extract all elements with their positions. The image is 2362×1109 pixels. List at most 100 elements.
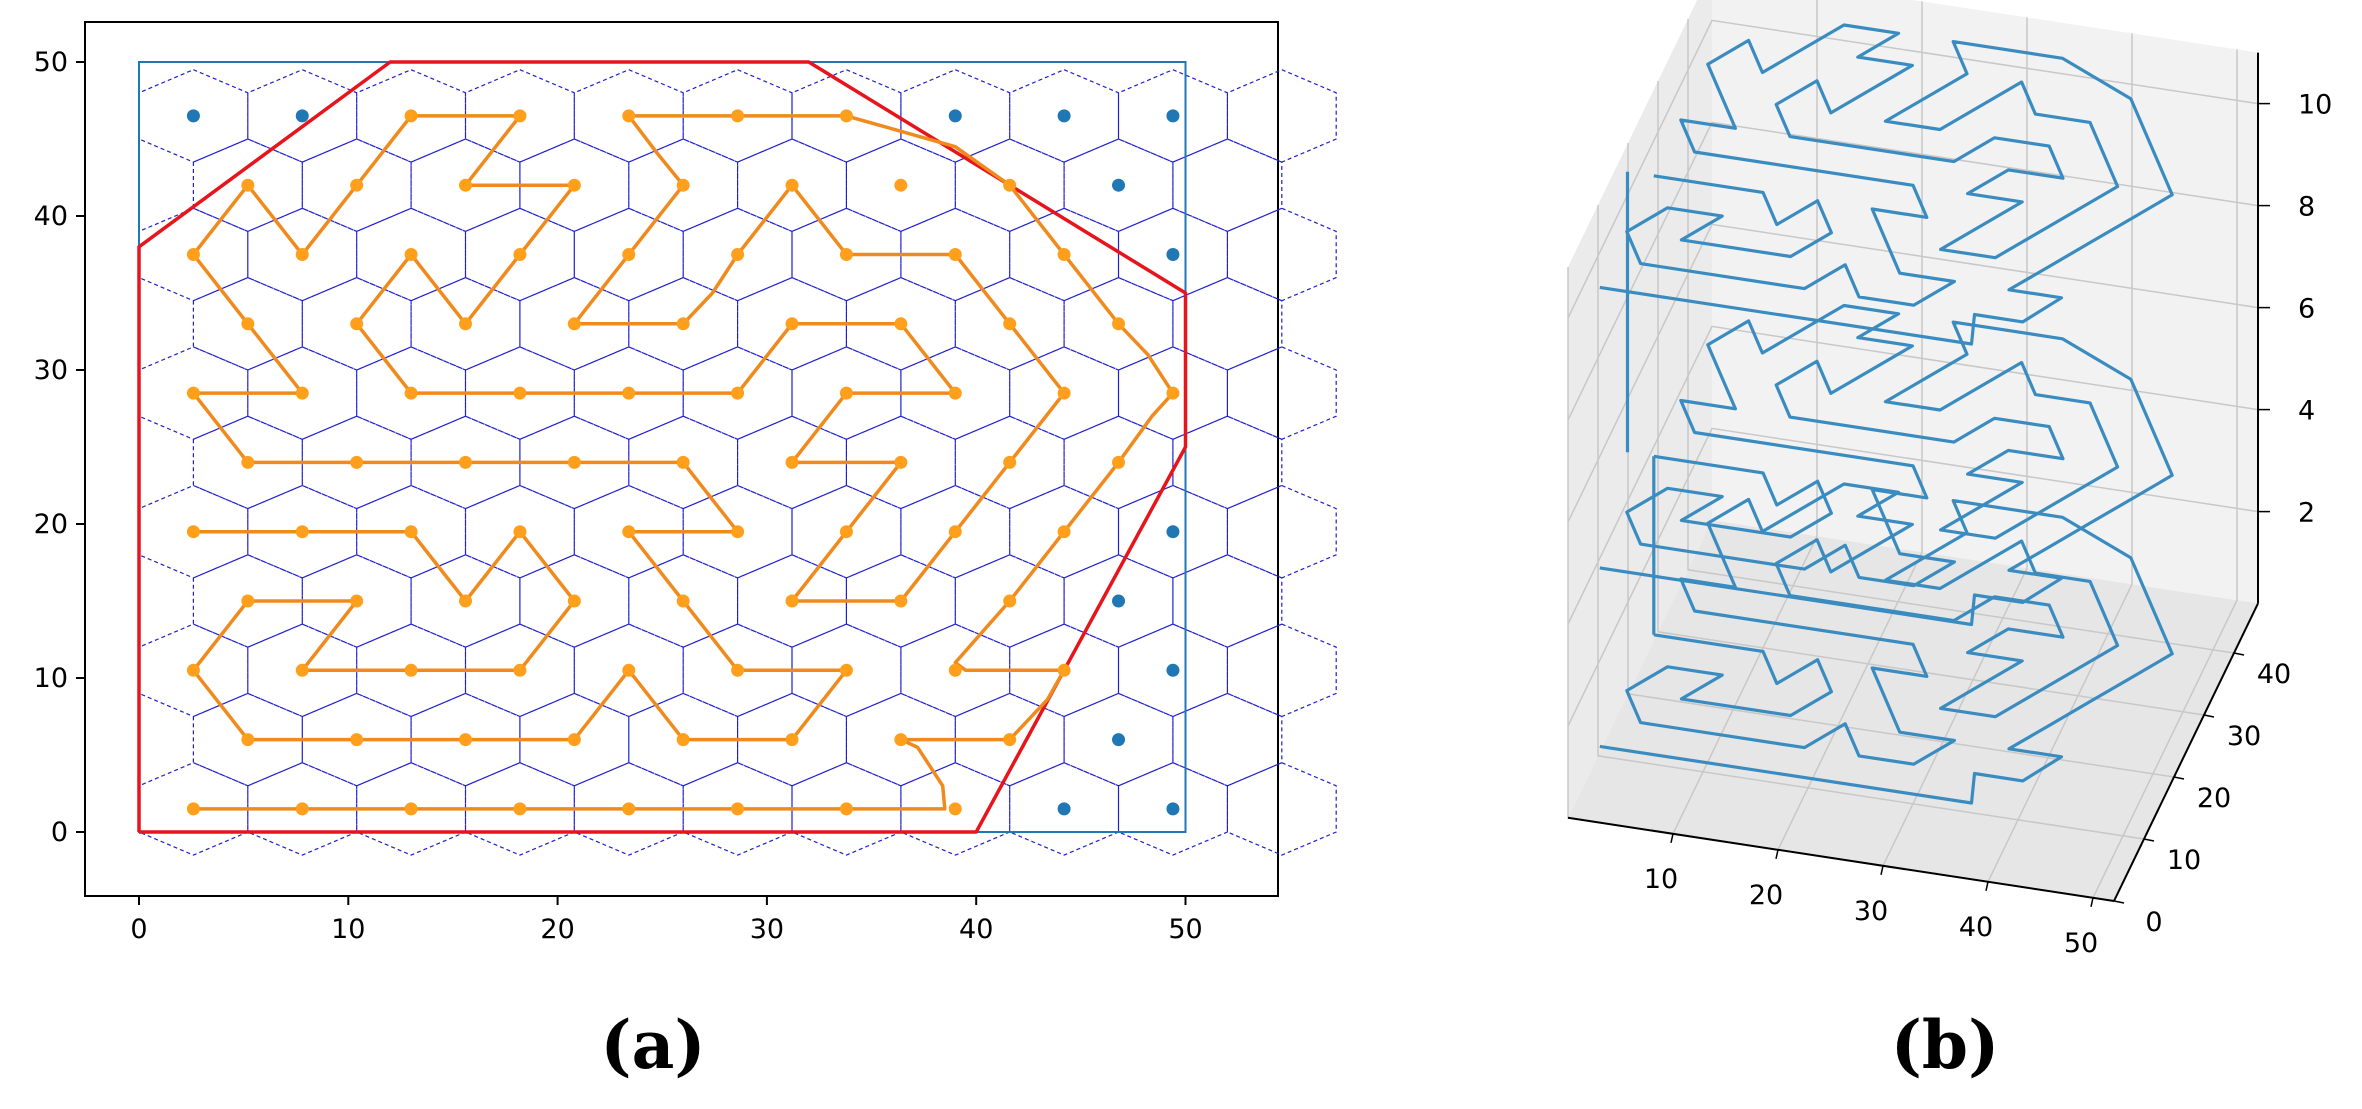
inside-point (404, 248, 418, 261)
inside-point (404, 109, 418, 123)
x-grid-line (2092, 49, 2238, 899)
inside-point (731, 663, 745, 677)
inside-point (731, 802, 745, 816)
y-tick-mark (2173, 776, 2185, 780)
x-axis-line (1567, 816, 2115, 902)
inside-point (1057, 525, 1071, 539)
panel-b-layer-paths (1599, 23, 2174, 805)
x-tick-mark (1670, 833, 1674, 843)
inside-point (785, 733, 799, 747)
layer-path (1599, 23, 2174, 346)
inside-point (622, 802, 636, 816)
inside-point (894, 178, 908, 192)
z-tick-label: 6 (2298, 294, 2315, 325)
inside-point (785, 178, 799, 192)
x-tick-label: 50 (1168, 914, 1202, 945)
inside-point (567, 594, 581, 608)
panel-a-hexagonal-coverage-chart: 0 10 20 30 40 50 0 10 20 30 40 50 (34, 21, 1337, 945)
inside-point (186, 386, 200, 400)
outside-point (1057, 802, 1071, 816)
hex-cell-outlines (138, 69, 1337, 856)
y-tick-label: 10 (2167, 845, 2201, 876)
inside-point (186, 525, 200, 539)
inside-point (350, 178, 364, 192)
inside-point (567, 733, 581, 747)
y-tick-label: 20 (2197, 783, 2231, 814)
inside-point (513, 109, 527, 123)
inside-point (948, 802, 962, 816)
inside-point (839, 248, 853, 261)
x-tick-label: 20 (1749, 880, 1783, 911)
y-tick-label: 50 (34, 47, 68, 78)
panel-a-area-rectangle (138, 61, 1187, 833)
x-tick-label: 10 (331, 914, 365, 945)
y-tick-label: 0 (2145, 907, 2162, 938)
inside-point (295, 386, 309, 400)
z-grid-line (1567, 19, 2259, 319)
x-tick-mark (2090, 897, 2094, 907)
inside-point (894, 733, 908, 747)
inside-point (785, 594, 799, 608)
outside-point (1166, 248, 1180, 261)
inside-point (839, 663, 853, 677)
x-tick-label: 30 (750, 914, 784, 945)
inside-point (676, 178, 690, 192)
inside-point (241, 178, 255, 192)
inside-point (186, 802, 200, 816)
inside-point (622, 663, 636, 677)
panel-a-boundary-polygon (137, 60, 1188, 834)
y-tick-label: 20 (34, 509, 68, 540)
inside-point (839, 386, 853, 400)
y-tick-label: 30 (2227, 721, 2261, 752)
panel-a-axes: 0 10 20 30 40 50 0 10 20 30 40 50 (34, 47, 1203, 945)
inside-point (459, 594, 473, 608)
inside-point (676, 594, 690, 608)
z-grid-line (1567, 325, 2259, 625)
inside-point (839, 525, 853, 539)
inside-point (948, 525, 962, 539)
back-pane (1712, 0, 2258, 604)
outside-point (1057, 109, 1071, 123)
outside-point (186, 109, 200, 123)
inside-point (459, 178, 473, 192)
inside-point (622, 386, 636, 400)
inside-point (186, 248, 200, 261)
inside-point (731, 248, 745, 261)
x-tick-label: 20 (540, 914, 574, 945)
panel-a-waypoints (186, 109, 1180, 816)
inside-point (839, 109, 853, 123)
inside-point (295, 802, 309, 816)
panel-a-plot-frame (84, 21, 1279, 897)
inside-point (404, 386, 418, 400)
y-tick-mark (2203, 714, 2215, 718)
inside-point (186, 663, 200, 677)
layer-path (1599, 482, 2174, 805)
area-rectangle (138, 61, 1187, 833)
inside-point (295, 663, 309, 677)
inside-point (513, 248, 527, 261)
z-tick-label: 4 (2298, 396, 2315, 427)
z-grid-line (1567, 121, 2259, 421)
panel-a-hex-grid (138, 69, 1337, 856)
x-tick-label: 10 (1644, 864, 1678, 895)
inside-point (1166, 386, 1180, 400)
inside-point (622, 109, 636, 123)
inside-point (622, 525, 636, 539)
outside-point (295, 109, 309, 123)
inside-point (894, 594, 908, 608)
caption-a: (a) (600, 1006, 705, 1084)
inside-point (1057, 386, 1071, 400)
inside-point (350, 594, 364, 608)
inside-point (1003, 455, 1017, 469)
inside-point (785, 455, 799, 469)
inside-point (241, 733, 255, 747)
y-grid-line (1597, 205, 2145, 840)
z-tick-label: 8 (2298, 192, 2315, 223)
inside-point (731, 386, 745, 400)
x-tick-mark (1775, 849, 1779, 859)
panel-a-coverage-path (191, 114, 1175, 811)
y-tick-label: 40 (34, 201, 68, 232)
inside-point (513, 525, 527, 539)
inside-point (350, 455, 364, 469)
